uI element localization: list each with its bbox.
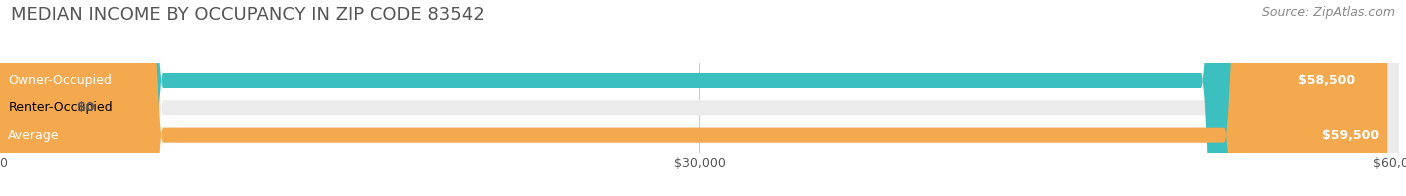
Text: MEDIAN INCOME BY OCCUPANCY IN ZIP CODE 83542: MEDIAN INCOME BY OCCUPANCY IN ZIP CODE 8… <box>11 6 485 24</box>
Text: Renter-Occupied: Renter-Occupied <box>8 101 112 114</box>
Text: Owner-Occupied: Owner-Occupied <box>8 74 112 87</box>
Text: $59,500: $59,500 <box>1322 129 1379 142</box>
Text: $0: $0 <box>77 101 94 114</box>
Text: $58,500: $58,500 <box>1299 74 1355 87</box>
FancyBboxPatch shape <box>0 0 59 196</box>
FancyBboxPatch shape <box>0 0 1364 196</box>
Text: Source: ZipAtlas.com: Source: ZipAtlas.com <box>1261 6 1395 19</box>
Text: Average: Average <box>8 129 60 142</box>
